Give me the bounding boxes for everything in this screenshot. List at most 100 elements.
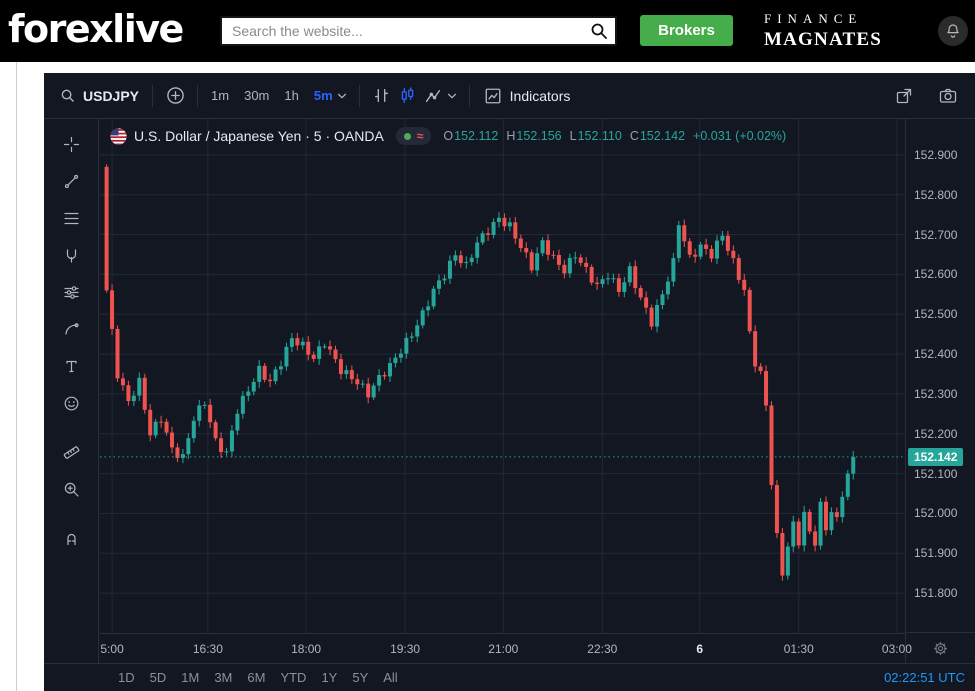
range-button-ytd[interactable]: YTD (280, 670, 307, 685)
range-button-5y[interactable]: 5Y (352, 670, 369, 685)
chart-toolbar: USDJPY 1m 30m 1h 5m (44, 73, 975, 119)
bell-icon[interactable] (938, 16, 968, 46)
indicators-label: Indicators (509, 87, 571, 104)
toolbar-separator (197, 84, 199, 107)
fib-retracement-icon[interactable] (56, 203, 86, 233)
time-label: 19:30 (390, 642, 421, 656)
time-label: 5:00 (100, 642, 124, 656)
price-label: 152.100 (914, 466, 958, 481)
bars-style-icon[interactable] (369, 83, 395, 109)
ohlc-values: O152.112 H152.156 L152.110 C152.142 +0.0… (443, 129, 786, 143)
range-button-3m[interactable]: 3M (214, 670, 233, 685)
current-price-tag: 152.142 (908, 447, 964, 466)
range-button-1y[interactable]: 1Y (321, 670, 338, 685)
interval-button-30m[interactable]: 30m (244, 88, 270, 103)
scrollbar-track[interactable] (16, 62, 17, 691)
crosshair-icon[interactable] (56, 129, 86, 159)
time-label: 6 (696, 642, 704, 656)
low-label: L (569, 129, 577, 143)
drawing-toolbar (44, 119, 99, 663)
text-tool-icon[interactable] (56, 351, 86, 381)
time-axis[interactable]: 5:00 16:30 18:00 19:30 21:00 22:30 6 01:30 03:00 (100, 633, 912, 664)
delayed-data-icon: ≈ (416, 129, 424, 143)
site-logo[interactable]: forexlive (8, 7, 184, 51)
brokers-button[interactable]: Brokers (640, 15, 733, 46)
trend-line-icon[interactable] (56, 166, 86, 196)
time-label: 18:00 (291, 642, 322, 656)
range-button-5d[interactable]: 5D (149, 670, 167, 685)
indicators-icon (484, 87, 502, 105)
time-label: 22:30 (587, 642, 618, 656)
interval-dropdown-chevron-icon[interactable] (334, 83, 350, 109)
close-value: 152.142 (639, 129, 686, 143)
range-button-all[interactable]: All (383, 670, 398, 685)
emoji-icon[interactable] (56, 388, 86, 418)
symbol-label: USDJPY (83, 87, 140, 104)
open-value: 152.112 (454, 129, 499, 143)
price-label: 151.800 (914, 586, 958, 601)
site-search (220, 16, 617, 46)
search-input[interactable] (222, 18, 615, 44)
toolbar-right-icons (891, 83, 961, 109)
timezone-clock[interactable]: 02:22:51 UTC (884, 670, 965, 685)
toolbar-separator (152, 84, 154, 107)
market-status-pill[interactable]: ≈ (395, 127, 432, 145)
price-label: 152.900 (914, 147, 958, 162)
interval-button-1h[interactable]: 1h (284, 88, 299, 103)
market-open-dot (403, 132, 411, 140)
site-header: forexlive Brokers FINANCE MAGNATES (0, 0, 975, 62)
range-group: 1D 5D 1M 3M 6M YTD 1Y 5Y All (44, 670, 398, 685)
chart-legend: U.S. Dollar / Japanese Yen · 5 · OANDA ≈… (110, 127, 786, 145)
chart-footer: 1D 5D 1M 3M 6M YTD 1Y 5Y All 02:22:51 UTC (44, 663, 975, 691)
long-position-icon[interactable] (56, 277, 86, 307)
camera-icon[interactable] (935, 83, 961, 109)
close-label: C (629, 129, 639, 143)
price-label: 152.700 (914, 227, 958, 242)
change-value: +0.031 (+0.02%) (693, 129, 787, 143)
range-button-1d[interactable]: 1D (118, 670, 135, 685)
finance-magnates-line2: MAGNATES (764, 29, 882, 50)
pitchfork-icon[interactable] (56, 240, 86, 270)
compare-icon[interactable] (162, 83, 188, 109)
price-label: 152.500 (914, 307, 958, 322)
popout-icon[interactable] (891, 83, 917, 109)
indicators-button[interactable]: Indicators (479, 83, 576, 109)
price-axis[interactable]: 152.900 152.800 152.700 152.600 152.500 152.4… (905, 119, 975, 663)
chart-widget: USDJPY 1m 30m 1h 5m (44, 73, 975, 691)
candlestick-svg (100, 119, 905, 633)
low-value: 152.110 (577, 129, 622, 143)
price-label: 152.400 (914, 347, 958, 362)
range-button-1m[interactable]: 1M (181, 670, 200, 685)
style-dropdown-chevron-icon[interactable] (444, 83, 460, 109)
price-label: 152.800 (914, 187, 958, 202)
range-button-6m[interactable]: 6M (247, 670, 266, 685)
interval-group: 1m 30m 1h 5m (207, 84, 337, 107)
settings-gear-icon[interactable] (906, 632, 975, 663)
chart-plot[interactable]: U.S. Dollar / Japanese Yen · 5 · OANDA ≈… (100, 119, 905, 633)
finance-magnates-logo[interactable]: FINANCE MAGNATES (764, 11, 882, 51)
magnet-icon[interactable] (56, 523, 86, 553)
interval-button-1m[interactable]: 1m (211, 88, 230, 103)
time-label: 16:30 (192, 642, 223, 656)
measure-icon[interactable] (56, 437, 86, 467)
legend-title[interactable]: U.S. Dollar / Japanese Yen · 5 · OANDA (134, 128, 384, 144)
brush-icon[interactable] (56, 314, 86, 344)
open-label: O (443, 129, 454, 143)
symbol-search-icon (60, 88, 75, 103)
toolbar-separator (358, 84, 360, 107)
zoom-in-icon[interactable] (56, 474, 86, 504)
pair-flag-icon (110, 127, 127, 145)
price-label: 152.000 (914, 506, 958, 521)
price-label: 152.600 (914, 267, 958, 282)
symbol-button[interactable]: USDJPY (56, 84, 143, 108)
high-label: H (506, 129, 516, 143)
time-label: 03:00 (881, 642, 912, 656)
finance-magnates-line1: FINANCE (764, 11, 863, 26)
time-label: 01:30 (783, 642, 814, 656)
candles-style-icon[interactable] (395, 83, 421, 109)
interval-button-5m[interactable]: 5m (313, 88, 333, 103)
area-style-icon[interactable] (421, 83, 447, 109)
search-icon[interactable] (587, 19, 611, 43)
price-label: 151.900 (914, 546, 958, 561)
